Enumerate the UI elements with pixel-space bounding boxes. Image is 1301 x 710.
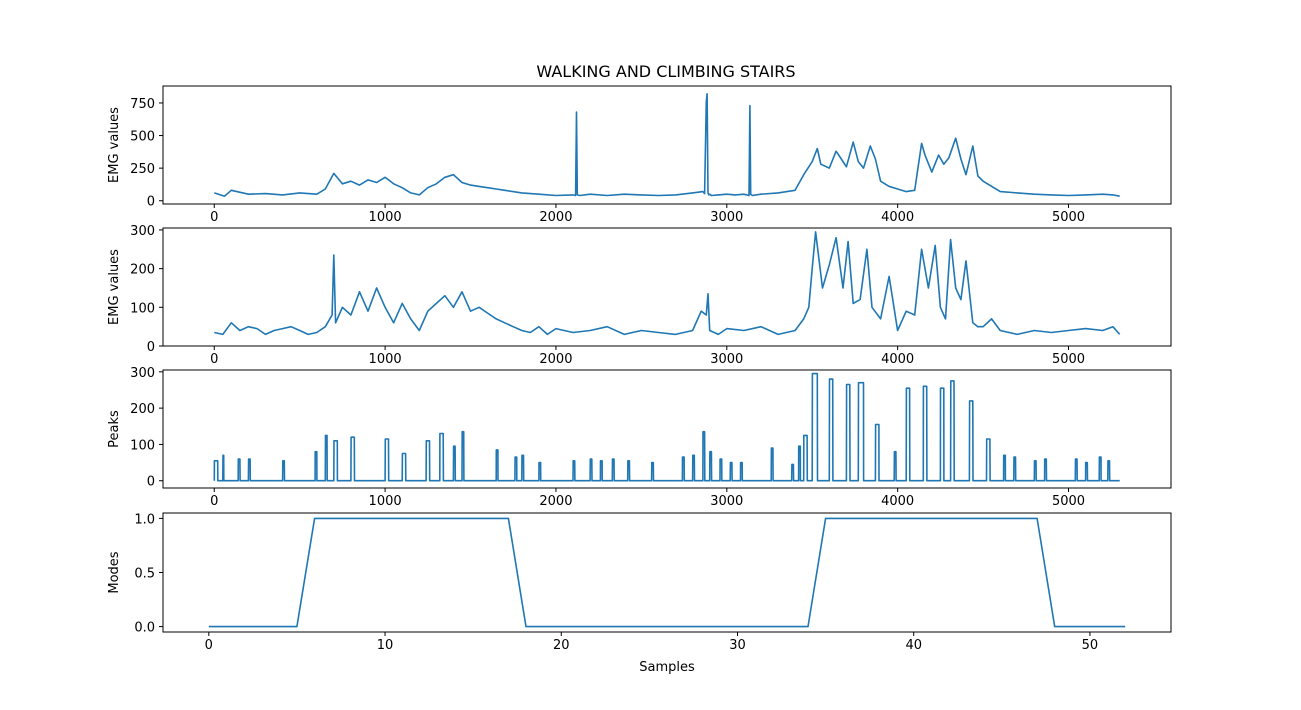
y-tick-label: 500 [130, 130, 155, 145]
y-axis-label: Peaks [107, 410, 122, 448]
y-tick-label: 0.5 [134, 567, 155, 582]
x-tick-label: 40 [905, 638, 922, 653]
chart-title: WALKING AND CLIMBING STAIRS [536, 62, 795, 81]
y-axis-label: Modes [107, 551, 122, 593]
x-tick-label: 0 [210, 210, 218, 225]
x-tick-label: 4000 [881, 494, 914, 509]
x-tick-label: 4000 [881, 352, 914, 367]
x-tick-label: 1000 [369, 352, 402, 367]
y-tick-label: 0 [147, 475, 155, 490]
series-line [213, 372, 1120, 482]
x-axis-label: Samples [639, 660, 695, 675]
x-tick-label: 1000 [369, 210, 402, 225]
x-tick-label: 3000 [710, 210, 743, 225]
panel-1: 0 1000 2000 3000 4000 5000 0 250 500 750 EMG value… [107, 85, 1172, 225]
y-axis-label: EMG values [107, 249, 122, 325]
axes-frame [162, 227, 1172, 347]
x-tick-label: 2000 [539, 352, 572, 367]
axes-frame [162, 85, 1172, 205]
x-tick-label: 30 [729, 638, 746, 653]
y-tick-label: 1.0 [134, 512, 155, 527]
x-tick-label: 0 [210, 352, 218, 367]
panel-3: 0 1000 2000 3000 4000 5000 0 100 200 300 Peaks [107, 366, 1172, 509]
series-line [214, 93, 1120, 197]
series-line [214, 231, 1121, 336]
y-tick-label: 300 [130, 366, 155, 381]
x-tick-label: 0 [205, 638, 213, 653]
x-tick-label: 20 [553, 638, 570, 653]
x-tick-label: 3000 [710, 352, 743, 367]
x-tick-label: 2000 [539, 210, 572, 225]
y-tick-label: 200 [130, 402, 155, 417]
x-tick-label: 2000 [539, 494, 572, 509]
axes-frame [162, 369, 1172, 489]
y-tick-label: 100 [130, 301, 155, 316]
y-tick-label: 0 [147, 195, 155, 210]
x-tick-label: 5000 [1052, 210, 1085, 225]
y-tick-label: 0.0 [134, 621, 155, 636]
x-tick-label: 5000 [1052, 352, 1085, 367]
series-line [208, 517, 1126, 628]
x-tick-label: 3000 [710, 494, 743, 509]
panel-2: 0 1000 2000 3000 4000 5000 0 100 200 300 EMG value… [107, 224, 1172, 367]
y-axis-label: EMG values [107, 107, 122, 183]
y-tick-label: 0 [147, 340, 155, 355]
y-tick-label: 200 [130, 263, 155, 278]
x-tick-label: 10 [377, 638, 394, 653]
axes-frame [162, 512, 1172, 633]
y-tick-label: 100 [130, 438, 155, 453]
y-tick-label: 750 [130, 97, 155, 112]
x-tick-label: 1000 [369, 494, 402, 509]
panel-4: 0 10 20 30 40 50 0.0 0.5 1.0 Modes Samples [107, 512, 1172, 675]
x-tick-label: 50 [1082, 638, 1099, 653]
x-tick-label: 5000 [1052, 494, 1085, 509]
y-tick-label: 300 [130, 224, 155, 239]
x-tick-label: 4000 [881, 210, 914, 225]
y-tick-label: 250 [130, 162, 155, 177]
x-tick-label: 0 [210, 494, 218, 509]
